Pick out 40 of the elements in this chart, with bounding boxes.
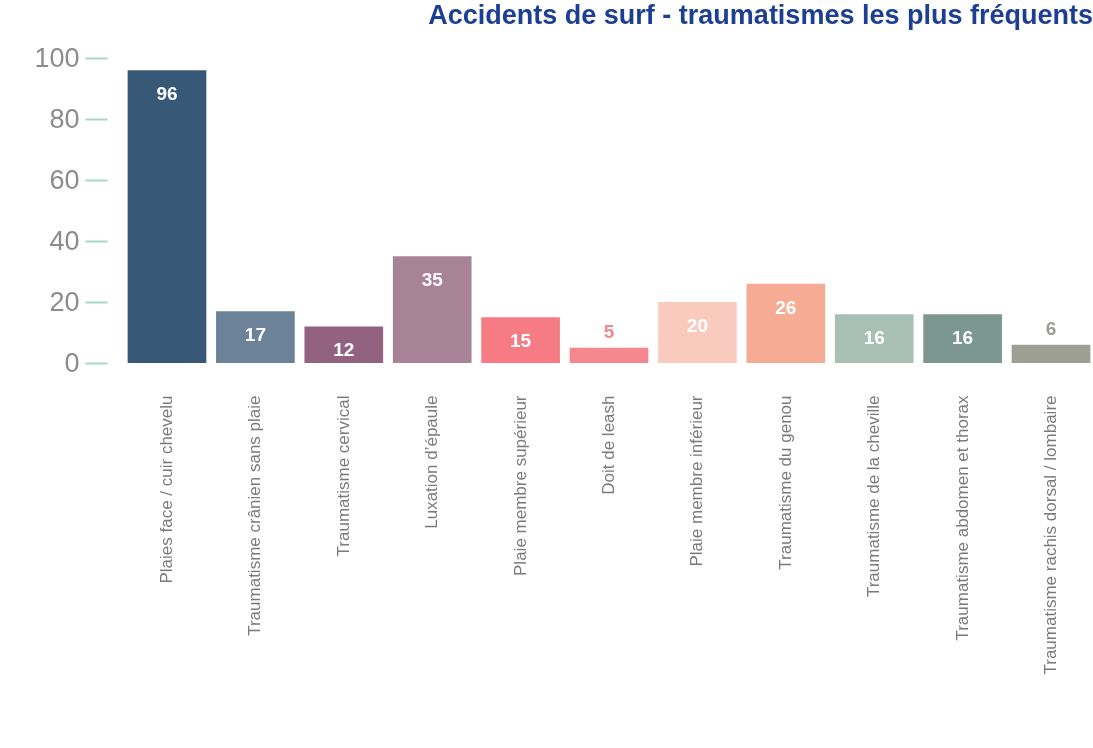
x-tick-label: Plaie membre supérieur bbox=[510, 395, 530, 576]
x-tick-label: Luxation d’épaule bbox=[422, 395, 442, 529]
bar bbox=[569, 347, 649, 363]
x-tick-label: Traumatisme du genou bbox=[775, 395, 795, 570]
data-label: 5 bbox=[603, 320, 615, 342]
data-label: 6 bbox=[1045, 317, 1057, 339]
x-tick-label: Traumatisme cervical bbox=[333, 395, 353, 557]
y-tick-label: 20 bbox=[49, 286, 80, 317]
bar bbox=[658, 302, 737, 363]
x-tick-label: Traumatisme abdomen et thorax bbox=[952, 395, 972, 641]
x-tick-label: Traumatisme crânien sans plaie bbox=[245, 395, 265, 636]
bar bbox=[923, 314, 1002, 363]
data-label: 16 bbox=[952, 327, 974, 349]
y-tick-label: 60 bbox=[49, 164, 80, 195]
data-label: 15 bbox=[510, 330, 532, 352]
chart-title: Accidents de surf - traumatismes les plus fréquents bbox=[428, 0, 1093, 30]
data-label: 16 bbox=[863, 327, 885, 349]
data-label: 96 bbox=[156, 83, 178, 105]
bar bbox=[392, 256, 472, 363]
x-tick-label: Plaie membre inférieur bbox=[687, 395, 707, 567]
y-tick-label: 80 bbox=[49, 103, 80, 134]
data-label: 12 bbox=[333, 339, 355, 361]
x-tick-label: Traumatisme de la cheville bbox=[864, 395, 884, 598]
data-label: 35 bbox=[421, 269, 444, 291]
bar bbox=[834, 314, 914, 363]
bar bbox=[127, 70, 207, 363]
data-label: 26 bbox=[775, 296, 797, 318]
x-tick-label: Traumatisme rachis dorsal / lombaire bbox=[1041, 395, 1061, 675]
bar bbox=[1011, 344, 1091, 363]
x-tick-label: Plaies face / cuir chevelu bbox=[156, 395, 176, 584]
bar bbox=[481, 317, 560, 363]
data-label: 17 bbox=[244, 324, 266, 346]
y-tick-label: 100 bbox=[34, 42, 80, 73]
bar bbox=[746, 283, 826, 363]
bar bbox=[304, 326, 384, 363]
y-tick-label: 40 bbox=[49, 225, 80, 256]
data-label: 20 bbox=[686, 315, 708, 336]
bar bbox=[216, 311, 295, 363]
x-tick-label: Doit de leash bbox=[599, 395, 618, 495]
y-tick-label: 0 bbox=[64, 347, 80, 378]
